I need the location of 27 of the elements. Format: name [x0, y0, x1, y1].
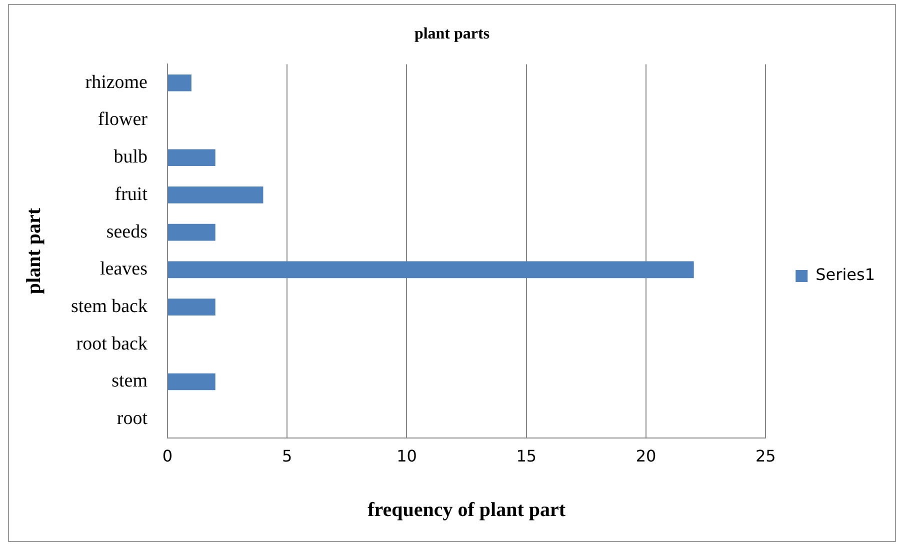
bar	[168, 373, 216, 390]
bar	[168, 186, 264, 204]
x-axis-title: frequency of plant part	[368, 499, 566, 522]
bar	[168, 74, 192, 92]
bar	[168, 298, 216, 316]
bar	[168, 224, 216, 241]
x-tick-label: 5	[282, 446, 292, 466]
y-tick-label: leaves	[100, 258, 148, 280]
x-tick-label: 25	[755, 446, 776, 466]
x-tick-label: 15	[516, 446, 537, 466]
x-tick-label: 10	[396, 446, 417, 466]
y-axis-title: plant part	[23, 208, 46, 294]
x-tick-label: 20	[636, 446, 656, 466]
y-tick-label: root	[116, 408, 148, 430]
y-tick-label: seeds	[106, 221, 148, 242]
bar	[168, 149, 216, 166]
chart-title: plant parts	[414, 26, 490, 43]
x-tick-label: 0	[162, 446, 173, 466]
y-tick-label: flower	[98, 109, 148, 130]
y-tick-label: bulb	[114, 146, 148, 168]
y-tick-label: stem	[112, 370, 148, 392]
y-tick-label: fruit	[114, 184, 148, 205]
y-tick-label: rhizome	[85, 72, 148, 93]
bar	[168, 261, 694, 278]
legend-label: Series1	[816, 265, 876, 284]
y-tick-label: root back	[76, 333, 148, 354]
y-tick-label: stem back	[70, 296, 148, 318]
